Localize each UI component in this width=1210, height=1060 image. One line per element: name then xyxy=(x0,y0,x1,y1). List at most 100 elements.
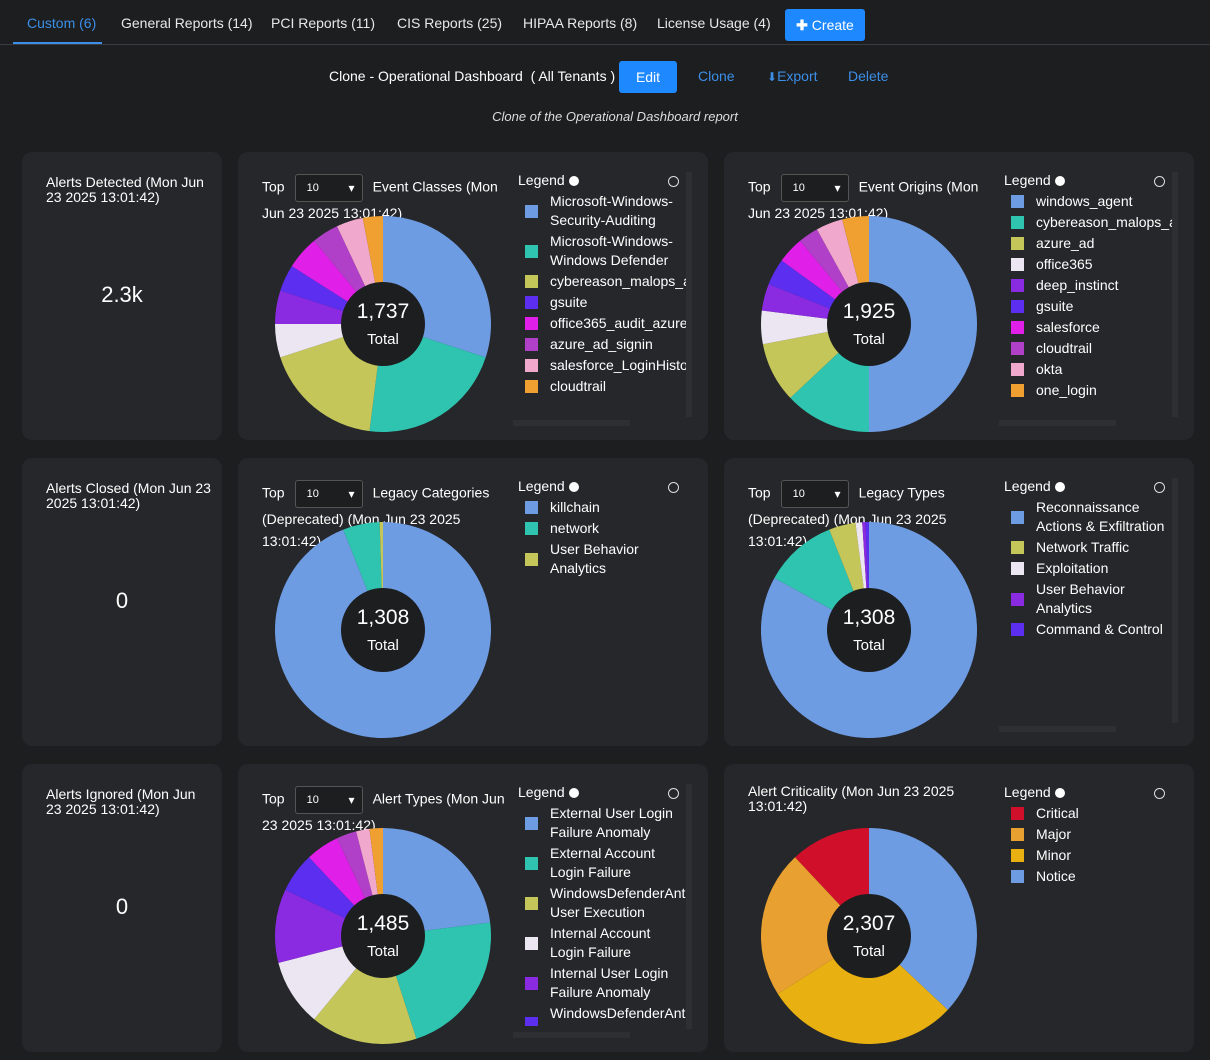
stat-title: Alerts Detected (Mon Jun 23 2025 13:01:4… xyxy=(46,174,204,205)
options-toggle[interactable] xyxy=(668,788,679,799)
legend-label: azure_ad_signin xyxy=(550,336,653,352)
top-select[interactable]: 10 xyxy=(294,786,363,814)
legend-item[interactable]: Command & Control xyxy=(1004,620,1184,639)
top-select[interactable]: 10 xyxy=(294,480,363,508)
tab-divider xyxy=(0,44,1210,45)
legend-swatch xyxy=(1011,849,1024,862)
tab[interactable]: License Usage (4) xyxy=(657,15,771,31)
legend-item[interactable]: azure_ad_signin xyxy=(518,335,698,354)
chart-header: Top 10Legacy Types (Deprecated) (Mon Jun … xyxy=(748,480,1000,552)
legend-item[interactable]: Major xyxy=(1004,825,1184,844)
legend-item[interactable]: User Behavior Analytics xyxy=(1004,580,1184,618)
edit-button[interactable]: Edit xyxy=(619,61,677,93)
top-select[interactable]: 10 xyxy=(780,480,849,508)
stat-card: Alerts Closed (Mon Jun 23 2025 13:01:42)… xyxy=(22,458,222,746)
legend-item[interactable]: External User Login Failure Anomaly xyxy=(518,804,698,842)
export-label: Export xyxy=(777,68,818,84)
legend-swatch xyxy=(525,244,538,258)
legend-item[interactable]: salesforce_LoginHistory xyxy=(518,356,698,375)
tab[interactable]: CIS Reports (25) xyxy=(397,15,503,31)
legend-item[interactable]: office365_audit_azuread xyxy=(518,314,698,333)
legend-item[interactable]: Microsoft-Windows-Windows Defender xyxy=(518,232,698,270)
legend-item[interactable]: External Account Login Failure Anomaly xyxy=(518,844,698,882)
pie-chart: 1,925 Total xyxy=(761,216,977,432)
legend-item[interactable]: Notice xyxy=(1004,867,1184,886)
pie-slice xyxy=(761,310,869,345)
legend-item[interactable]: network xyxy=(518,519,698,538)
total-value: 1,485 xyxy=(357,912,410,935)
tab[interactable]: Custom (6) xyxy=(27,15,97,31)
legend-item[interactable]: Minor xyxy=(1004,846,1184,865)
legend-list: Reconnaissance Actions & Exfiltration Net… xyxy=(1004,498,1184,720)
delete-link[interactable]: Delete xyxy=(848,68,889,84)
legend-item[interactable]: Reconnaissance Actions & Exfiltration xyxy=(1004,498,1184,536)
legend-item[interactable]: Critical xyxy=(1004,804,1184,823)
legend-item[interactable]: Internal User Login Failure Anomaly xyxy=(518,964,698,1002)
legend-item[interactable]: WindowsDefenderAntivirus Subvert Trust C… xyxy=(518,1004,698,1026)
top-label: Top xyxy=(262,484,285,501)
tab[interactable]: HIPAA Reports (8) xyxy=(523,15,638,31)
total-label: Total xyxy=(367,943,399,960)
legend-icon xyxy=(568,788,579,798)
legend-item[interactable]: Network Traffic xyxy=(1004,538,1184,557)
top-label: Top xyxy=(748,178,771,195)
legend-label: WindowsDefenderAntivirus User Execution xyxy=(550,885,686,920)
chart-card: Top 10Alert Types (Mon Jun 23 2025 13:01:… xyxy=(238,764,708,1052)
legend-item[interactable]: deep_instinct xyxy=(1004,276,1184,295)
stat-card: Alerts Detected (Mon Jun 23 2025 13:01:4… xyxy=(22,152,222,440)
legend-label: gsuite xyxy=(550,294,588,310)
legend-item[interactable]: windows_agent xyxy=(1004,192,1184,211)
legend: Legend Reconnaissance Actions & Exfiltrat… xyxy=(1004,478,1184,720)
legend-title-text: Legend xyxy=(1004,478,1051,494)
legend-item[interactable]: cybereason_malops_all_ xyxy=(1004,213,1184,232)
options-toggle[interactable] xyxy=(668,176,679,187)
legend-item[interactable]: okta xyxy=(1004,360,1184,379)
legend-label: cybereason_malops_all_ xyxy=(1036,214,1172,230)
legend-swatch xyxy=(1011,279,1024,292)
legend-label: Minor xyxy=(1036,847,1072,863)
options-toggle[interactable] xyxy=(1154,482,1165,493)
legend-item[interactable]: cybereason_malops_all_ xyxy=(518,272,698,291)
legend-item[interactable]: Microsoft-Windows-Security-Auditing xyxy=(518,192,698,230)
legend-item[interactable]: gsuite xyxy=(518,293,698,312)
legend-label: salesforce xyxy=(1036,319,1100,335)
legend-swatch xyxy=(525,976,538,990)
legend-item[interactable]: Exploitation xyxy=(1004,559,1184,578)
legend-swatch xyxy=(1011,321,1024,334)
legend-swatch xyxy=(1011,541,1024,554)
legend-item[interactable]: salesforce xyxy=(1004,318,1184,337)
legend-item[interactable]: azure_ad xyxy=(1004,234,1184,253)
chart-title: Legacy Types (Deprecated) (Mon Jun 23 20… xyxy=(748,484,947,549)
export-link[interactable]: ⬇Export xyxy=(767,68,818,84)
top-select[interactable]: 10 xyxy=(294,174,363,202)
legend-item[interactable]: one_login xyxy=(1004,381,1184,400)
legend-item[interactable]: killchain xyxy=(518,498,698,517)
legend-item[interactable]: gsuite xyxy=(1004,297,1184,316)
legend-item[interactable]: cloudtrail xyxy=(518,377,698,396)
legend-item[interactable]: User Behavior Analytics xyxy=(518,540,698,578)
clone-link[interactable]: Clone xyxy=(698,68,735,84)
legend-item[interactable]: WindowsDefenderAntivirus User Execution xyxy=(518,884,698,922)
options-toggle[interactable] xyxy=(668,482,679,493)
legend-label: User Behavior Analytics xyxy=(550,541,639,576)
legend-item[interactable]: cloudtrail xyxy=(1004,339,1184,358)
options-toggle[interactable] xyxy=(1154,788,1165,799)
legend-swatch xyxy=(1011,623,1024,636)
legend-item[interactable]: office365 xyxy=(1004,255,1184,274)
legend-label: Microsoft-Windows-Security-Auditing xyxy=(550,193,673,228)
options-toggle[interactable] xyxy=(1154,176,1165,187)
pie-chart: 1,737 Total xyxy=(275,216,491,432)
tab[interactable]: PCI Reports (11) xyxy=(271,15,375,31)
top-select[interactable]: 10 xyxy=(780,174,849,202)
top-label: Top xyxy=(748,484,771,501)
legend-item[interactable]: Internal Account Login Failure Anomaly xyxy=(518,924,698,962)
create-button[interactable]: ✚ Create xyxy=(785,9,865,41)
total-value: 1,925 xyxy=(843,300,896,323)
legend-label: Internal User Login Failure Anomaly xyxy=(550,965,669,1000)
legend-swatch xyxy=(1011,510,1024,524)
tab[interactable]: General Reports (14) xyxy=(121,15,253,31)
legend-swatch xyxy=(1011,363,1024,376)
total-label: Total xyxy=(367,637,399,654)
legend-label: cloudtrail xyxy=(550,378,607,394)
legend-swatch xyxy=(1011,807,1024,820)
